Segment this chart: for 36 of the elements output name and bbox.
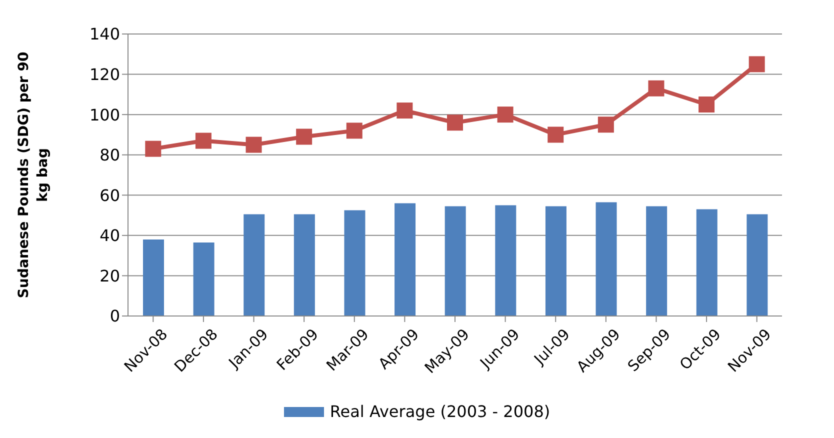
bar xyxy=(394,203,416,316)
bar xyxy=(344,210,366,316)
point xyxy=(195,132,212,149)
y-tick-label: 40 xyxy=(100,226,120,246)
bar xyxy=(143,239,164,316)
point xyxy=(497,106,514,123)
bar xyxy=(545,206,566,316)
point xyxy=(145,140,162,157)
y-tick-label: 60 xyxy=(100,186,120,205)
bar xyxy=(193,242,214,316)
bar xyxy=(294,214,315,316)
point xyxy=(648,80,664,96)
point xyxy=(396,102,413,119)
point xyxy=(246,136,262,153)
bar xyxy=(244,214,265,316)
y-tick-label: 20 xyxy=(100,266,120,286)
y-tick-label: 80 xyxy=(100,146,120,165)
point xyxy=(346,122,362,139)
point xyxy=(598,116,614,133)
bar xyxy=(596,202,617,316)
y-tick-label: 0 xyxy=(110,306,120,326)
bar xyxy=(495,205,516,316)
bar xyxy=(646,206,668,316)
bar xyxy=(444,206,466,316)
y-tick-label: 140 xyxy=(89,24,120,44)
bar xyxy=(746,214,768,316)
point xyxy=(447,114,463,131)
y-axis-title: Sudanese Pounds (SDG) per 90 kg bag xyxy=(16,52,51,298)
legend-label: Real Average (2003 - 2008) xyxy=(328,402,550,421)
point xyxy=(698,96,715,112)
point xyxy=(748,56,765,72)
y-tick-label: 120 xyxy=(89,64,120,84)
point xyxy=(296,128,312,145)
bar xyxy=(696,209,718,316)
y-tick-label: 100 xyxy=(89,105,120,124)
point xyxy=(548,126,564,143)
